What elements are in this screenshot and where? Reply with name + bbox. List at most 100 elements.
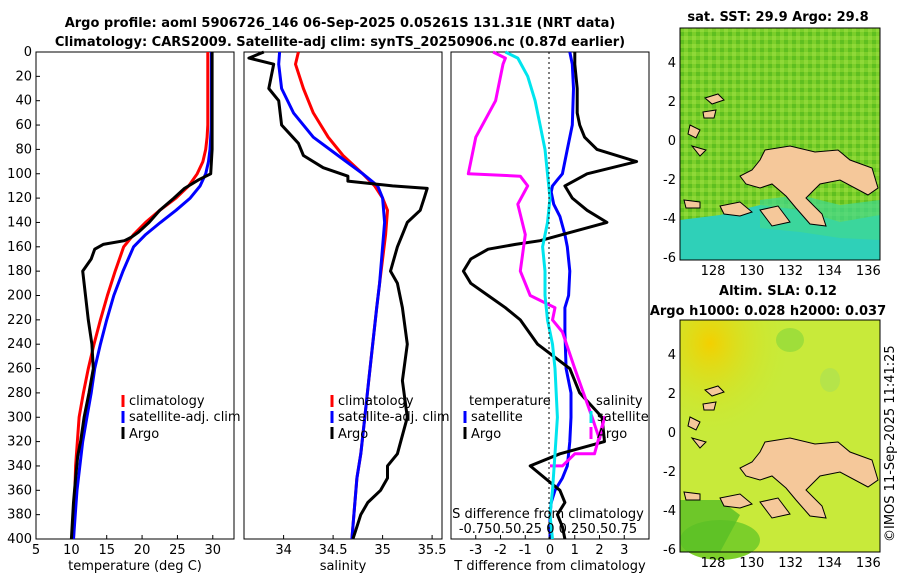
temperature-xtick-label: 30 (205, 543, 222, 558)
temperature-ytick-label: 260 (7, 362, 32, 377)
watermark: ©IMOS 11-Sep-2025 11:41:25 (883, 345, 898, 542)
sst-map-ytick-label: -2 (663, 173, 676, 188)
difference-xtick-label: 3 (620, 543, 628, 558)
difference-xlabel: T difference from climatology (453, 559, 646, 574)
temperature-line-satellite-adj-clim (72, 52, 213, 540)
salinity-xtick-label: 34 (275, 543, 292, 558)
sla-map-ytick-label: -6 (663, 543, 676, 558)
temperature-ytick-label: 300 (7, 410, 32, 425)
temperature-ytick-label: 320 (7, 435, 32, 450)
salinity-xtick-label: 35.5 (418, 543, 447, 558)
sla-map-xtick-label: 136 (856, 556, 881, 571)
difference-xtick-label: 2 (595, 543, 603, 558)
difference-line-s-satellite (504, 50, 559, 540)
sla-map-ytick-label: -4 (663, 504, 676, 519)
salinity-xlabel: salinity (320, 559, 367, 574)
legend-s-satellite: satellite (597, 410, 649, 425)
temperature-ytick-label: 160 (7, 240, 32, 255)
salinity-legend: climatology satellite-adj. clim Argo (330, 394, 450, 442)
sst-map-ytick-label: -4 (663, 212, 676, 227)
temperature-ytick-label: 200 (7, 289, 32, 304)
sst-map-xtick-label: 130 (739, 264, 764, 279)
sla-map-xtick-label: 134 (817, 556, 842, 571)
temperature-ytick-label: 280 (7, 386, 32, 401)
temperature-ytick-label: 360 (7, 483, 32, 498)
temperature-xtick-label: 10 (63, 543, 80, 558)
temperature-ytick-label: 80 (15, 142, 32, 157)
legend-climatology: climatology (129, 394, 205, 409)
legend-salinity-title: salinity (596, 394, 643, 409)
temperature-ytick-label: 140 (7, 215, 32, 230)
temperature-ytick-label: 240 (7, 337, 32, 352)
difference-line-s-argo (466, 50, 606, 468)
salinity-line-climatology (294, 51, 389, 540)
temperature-xtick-label: 25 (169, 543, 186, 558)
salinity-line-satellite-adj-clim (277, 51, 387, 540)
sst-map-title: sat. SST: 29.9 Argo: 29.8 (687, 10, 868, 25)
difference-xtick-label: 0 (546, 543, 554, 558)
sla-map (679, 319, 881, 560)
temperature-xtick-label: 5 (32, 543, 40, 558)
sla-map-xtick-label: 132 (778, 556, 803, 571)
temperature-line-climatology (72, 52, 210, 540)
legend-t-satellite: satellite (471, 410, 523, 425)
temperature-ytick-label: 60 (15, 118, 32, 133)
temperature-ytick-label: 100 (7, 167, 32, 182)
salinity-xtick-label: 34.5 (319, 543, 348, 558)
sst-map-xtick-label: 132 (778, 264, 803, 279)
difference-legend: temperature satellite Argo salinity sate… (463, 394, 649, 442)
map-axis-ticks: 128 130 132 134 136 4 2 0 -2 -4 -6 128 130 132 134 136 4… (663, 56, 881, 571)
sla-map-xtick-label: 128 (701, 556, 726, 571)
temperature-series (69, 52, 214, 540)
sst-map-xtick-label: 128 (701, 264, 726, 279)
temperature-xtick-label: 20 (134, 543, 151, 558)
secondary-axis-label: S difference from climatology (452, 507, 644, 522)
sla-map-ytick-label: 4 (668, 348, 676, 363)
temperature-xtick-label: 15 (98, 543, 115, 558)
temperature-ytick-label: 40 (15, 94, 32, 109)
temperature-line-argo (69, 52, 214, 540)
sst-map-ytick-label: 4 (668, 56, 676, 71)
difference-line-t-satellite (548, 51, 575, 539)
sla-map-ytick-label: 0 (668, 426, 676, 441)
temperature-ytick-label: 0 (24, 45, 32, 60)
salinity-line-argo (247, 50, 429, 540)
temperature-panel-frame (35, 51, 235, 540)
temperature-ytick-label: 400 (7, 532, 32, 547)
temperature-ytick-label: 380 (7, 508, 32, 523)
axis-ticks: 5 10 15 20 25 3002040608010012014016018020022… (7, 45, 628, 558)
secondary-axis-ticks: -0.750.50.25 0 0.250.50.75 (459, 522, 637, 537)
legend-satellite: satellite-adj. clim (129, 410, 241, 425)
temperature-ytick-label: 340 (7, 459, 32, 474)
temperature-ytick-label: 20 (15, 69, 32, 84)
sla-map-ytick-label: -2 (663, 465, 676, 480)
sst-map-ytick-label: 0 (668, 134, 676, 149)
legend-t-argo: Argo (471, 427, 501, 442)
temperature-ytick-label: 220 (7, 313, 32, 328)
sla-map-xtick-label: 130 (739, 556, 764, 571)
difference-xtick-label: 1 (571, 543, 579, 558)
salinity-series (247, 50, 429, 540)
sst-map-xtick-label: 134 (817, 264, 842, 279)
difference-series (461, 50, 639, 540)
difference-line-t-argo (461, 52, 639, 540)
temperature-ytick-label: 120 (7, 191, 32, 206)
sst-map-ytick-label: -6 (663, 251, 676, 266)
legend-climatology: climatology (338, 394, 414, 409)
difference-xtick-label: -3 (469, 543, 482, 558)
temperature-ytick-label: 180 (7, 264, 32, 279)
sla-map-ytick-label: 2 (668, 387, 676, 402)
sla-map-title1: Altim. SLA: 0.12 (719, 284, 837, 299)
title-line1: Argo profile: aoml 5906726_146 06-Sep-20… (65, 16, 616, 31)
temperature-xlabel: temperature (deg C) (68, 559, 202, 574)
salinity-xtick-label: 35 (374, 543, 391, 558)
sst-map-xtick-label: 136 (856, 264, 881, 279)
temperature-legend: climatology satellite-adj. clim Argo (121, 394, 241, 442)
sla-map-title2: Argo h1000: 0.028 h2000: 0.037 (650, 304, 886, 319)
legend-s-argo: Argo (597, 427, 627, 442)
sst-map-ytick-label: 2 (668, 95, 676, 110)
sst-map (679, 27, 881, 261)
salinity-panel-frame (243, 51, 443, 540)
difference-xtick-label: -1 (519, 543, 532, 558)
